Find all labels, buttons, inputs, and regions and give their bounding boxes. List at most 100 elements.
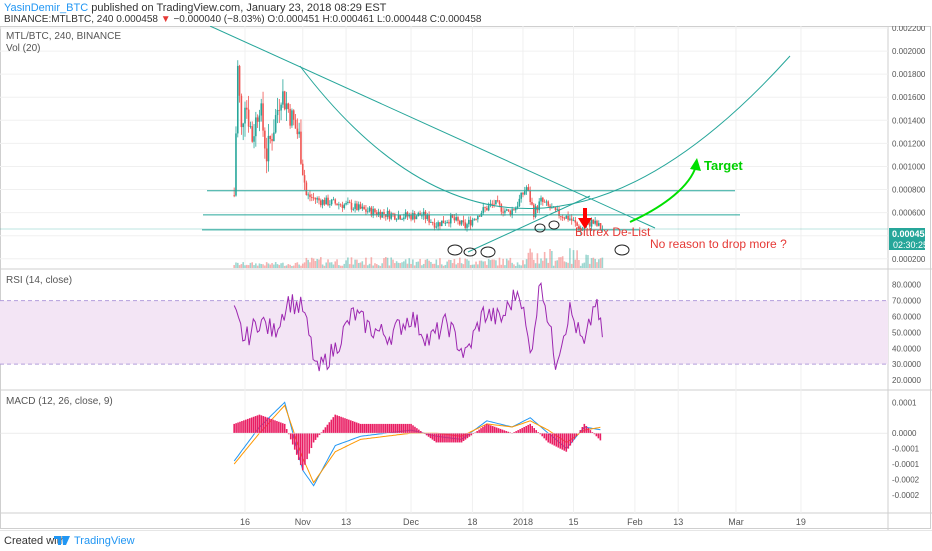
candle-body [534,206,537,218]
volume-bar [549,249,551,268]
volume-bar [482,261,485,268]
volume-bar [388,265,391,268]
volume-bar [419,258,421,268]
macd-histogram-bar [495,427,498,434]
macd-histogram-bar [252,416,255,434]
candle-body [455,217,457,221]
volume-bar [516,262,519,268]
macd-histogram-bar [328,422,331,434]
macd-histogram-bar [260,415,263,434]
candle-body [576,222,578,226]
candle-body [303,175,306,183]
candle-body [332,199,335,201]
volume-bar [444,264,447,268]
volume-bar [289,264,291,268]
candle-body [567,215,569,220]
main-pane-title: MTL/BTC, 240, BINANCE [6,31,121,42]
macd-histogram-bar [583,423,586,434]
candle-body [496,200,499,202]
macd-histogram-bar [445,433,447,443]
macd-histogram-bar [314,433,317,440]
candle-body [301,163,304,176]
volume-bar [246,264,248,268]
timer-badge [889,239,925,250]
volume-bar [321,264,324,268]
macd-histogram-bar [375,423,377,434]
candle-body [529,190,531,202]
candle-body [574,220,577,223]
tradingview-logo-icon [54,536,70,545]
volume-bar [475,261,477,268]
macd-histogram-bar [297,433,300,460]
candle-body [271,138,273,142]
macd-histogram-bar [555,433,558,447]
price-tick-label: 0.000800 [892,186,926,195]
macd-histogram-bar [482,426,484,434]
volume-bar [552,265,555,268]
macd-histogram-bar [301,433,304,471]
macd-histogram-bar [406,423,408,434]
volume-bar [449,260,452,268]
candle-body [583,227,586,230]
author-link[interactable]: YasinDemir_BTC [4,2,89,14]
volume-bar [588,263,591,268]
candle-body [419,213,421,216]
rsi-line [233,282,603,372]
macd-histogram-bar [423,433,426,434]
volume-bar [253,265,255,268]
macd-histogram-bar [237,422,239,434]
volume-bar [587,255,589,268]
rsi-tick-label: 60.0000 [892,312,921,321]
macd-histogram-bar [458,433,461,443]
candle-body [588,221,591,227]
macd-histogram-bar [386,423,389,434]
macd-histogram-bar [569,433,572,446]
volume-bar [282,262,284,268]
macd-histogram-bar [330,419,333,434]
price-tick-label: 0.001000 [892,162,926,171]
volume-bar [269,264,272,268]
candle-body [509,211,512,215]
candle-body [444,223,447,224]
macd-histogram-bar [272,419,274,434]
candle-body [569,218,571,220]
macd-histogram-bar [585,425,588,434]
macd-histogram-bar [402,423,405,434]
volume-bar [343,263,346,268]
volume-bar [354,259,356,268]
candle-body [547,201,550,206]
price-tick-label: 0.000600 [892,209,926,218]
volume-bar [455,264,457,268]
candle-body [399,215,402,220]
tradingview-brand[interactable]: TradingView [74,535,135,547]
macd-histogram-bar [404,423,407,434]
volume-bar [310,257,313,268]
candle-body [372,208,374,216]
volume-bar [500,264,503,268]
candle-body [446,222,448,224]
bottom-circle-5 [548,220,560,230]
volume-bar [274,262,277,268]
volume-bar [408,258,411,268]
candle-body [410,214,412,220]
volume-bar [558,257,560,268]
macd-histogram-bar [462,433,465,442]
macd-histogram-bar [239,421,241,434]
volume-bar [431,263,434,268]
candle-body [251,126,254,142]
volume-bar [233,265,235,268]
volume-bar [325,262,328,268]
chart-canvas[interactable]: 16 Nov 13 Dec 18 2018 15 Feb 13 Mar 19 0.002200 0.00… [0,26,932,530]
rsi-band [0,300,888,365]
volume-bar [578,260,580,268]
volume-bar [597,259,600,268]
candle-body [294,119,297,129]
candle-body [556,209,559,210]
candle-body [310,197,313,198]
macd-histogram-bar [353,421,356,434]
volume-bar [390,257,393,268]
macd-histogram-bar [563,433,566,451]
macd-histogram-bar [505,431,508,434]
candle-body [482,207,485,214]
price-tick-label: 0.001400 [892,116,926,125]
